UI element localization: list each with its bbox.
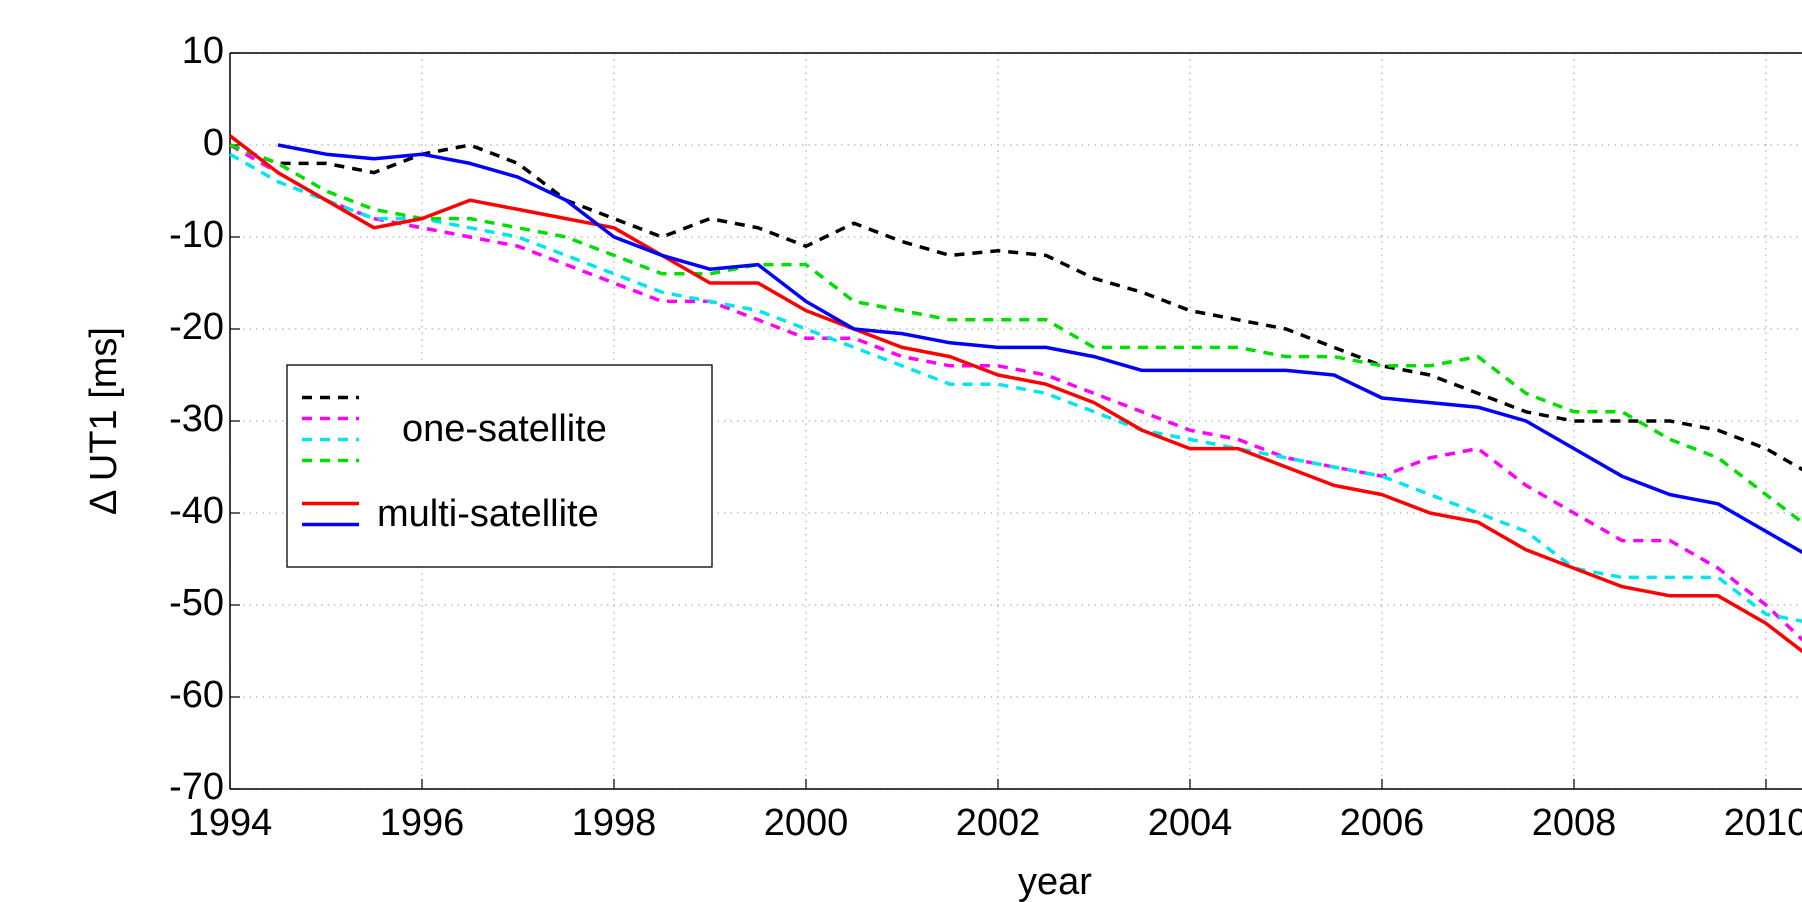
y-tick-label: -20 — [169, 306, 224, 348]
legend-box — [286, 364, 713, 568]
x-tick-label: 2010 — [1724, 802, 1802, 844]
x-tick-label: 2000 — [764, 802, 849, 844]
x-tick-label: 1994 — [188, 802, 273, 844]
x-tick-label: 1996 — [380, 802, 465, 844]
y-tick-label: -30 — [169, 398, 224, 440]
x-tick-label: 1998 — [572, 802, 657, 844]
data-line — [229, 143, 1802, 642]
x-tick-label: 2002 — [956, 802, 1041, 844]
y-tick-label: -60 — [169, 674, 224, 716]
data-line — [229, 152, 1802, 623]
x-axis-label: year — [1018, 861, 1092, 902]
y-tick-label: 0 — [203, 122, 224, 164]
legend-label: one-satellite — [402, 408, 607, 450]
y-tick-label: -40 — [169, 490, 224, 532]
data-line — [228, 134, 1802, 654]
legend-label: multi-satellite — [377, 493, 599, 535]
y-tick-label: -50 — [169, 582, 224, 624]
data-line — [229, 143, 1802, 525]
y-axis-label: Δ UT1 [ms] — [83, 327, 125, 515]
data-line — [277, 143, 1802, 555]
x-tick-label: 2006 — [1340, 802, 1425, 844]
y-tick-label: 10 — [182, 30, 224, 72]
data-line — [229, 143, 1802, 472]
x-tick-label: 2008 — [1532, 802, 1617, 844]
y-tick-label: -70 — [169, 766, 224, 808]
y-tick-label: -10 — [169, 214, 224, 256]
x-tick-label: 2004 — [1148, 802, 1233, 844]
